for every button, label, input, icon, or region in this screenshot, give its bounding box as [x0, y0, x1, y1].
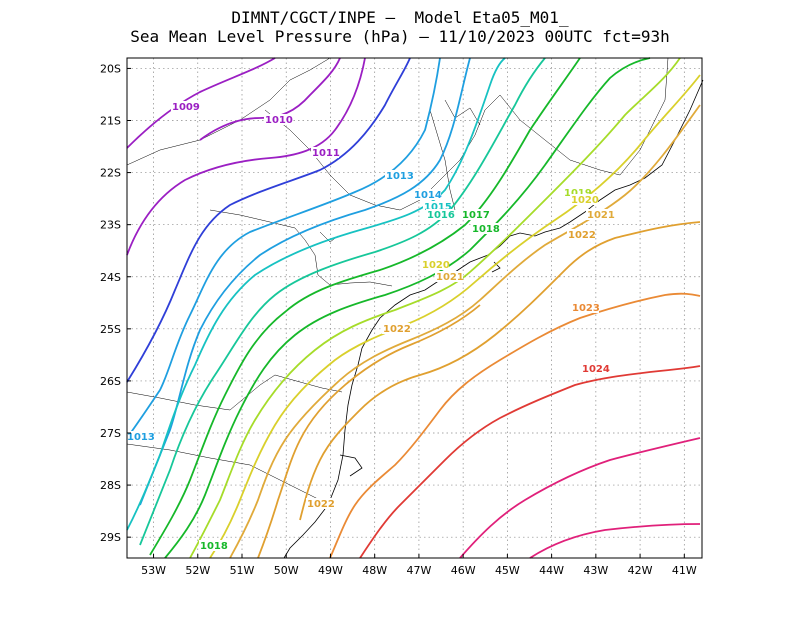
contour-label: 1023	[572, 303, 600, 314]
x-tick-label: 42W	[628, 564, 653, 577]
contour-label: 1020	[422, 260, 450, 271]
contour-label-bg	[570, 194, 598, 205]
contour-label: 1015	[424, 202, 452, 213]
y-tick-label: 26S	[100, 375, 121, 388]
contour-label-bg	[586, 209, 614, 220]
x-tick-label: 44W	[539, 564, 564, 577]
y-tick-label: 24S	[100, 271, 121, 284]
contour-label: 1013	[127, 432, 155, 443]
contour-label-bg	[385, 170, 413, 181]
contour-label-bg	[382, 323, 410, 334]
contour-label-bg	[423, 201, 451, 212]
x-tick-label: 53W	[141, 564, 166, 577]
map-frame	[126, 57, 703, 559]
contour-label-bg	[567, 229, 595, 240]
x-tick-label: 41W	[672, 564, 697, 577]
contour-label-bg	[126, 431, 154, 442]
contour-label: 1022	[383, 324, 411, 335]
contour-label-bg	[471, 223, 499, 234]
lat-lon-grid	[127, 58, 702, 558]
contour-label-bg	[461, 209, 489, 220]
contour-label-bg	[171, 101, 199, 112]
chart-title-line2: Sea Mean Level Pressure (hPa) – 11/10/20…	[130, 27, 670, 46]
contour-label: 1022	[568, 230, 596, 241]
x-tick-label: 48W	[362, 564, 387, 577]
contour-label: 1014	[414, 190, 442, 201]
contour-label-bg	[571, 302, 599, 313]
contour-label-bg	[426, 209, 454, 220]
y-tick-label: 23S	[100, 219, 121, 232]
contour-label: 1021	[587, 210, 615, 221]
x-tick-label: 51W	[230, 564, 255, 577]
axis-tick-labels: 53W 52W 51W 50W 49W 48W 47W 46W 45W 44W 43W 42W 41W 2…	[100, 62, 697, 577]
contours	[126, 57, 701, 559]
contour-label-bg	[264, 114, 292, 125]
contour-label: 1009	[172, 102, 200, 113]
contour-label-bg	[435, 271, 463, 282]
contour-label-bg	[421, 259, 449, 270]
contour-label-bg	[581, 363, 609, 374]
chart-title-line1: DIMNT/CGCT/INPE – Model Eta05_M01_	[231, 8, 569, 27]
x-tick-label: 47W	[406, 564, 431, 577]
contour-label: 1024	[582, 364, 610, 375]
x-tick-label: 50W	[274, 564, 299, 577]
y-tick-label: 27S	[100, 427, 121, 440]
contour-label: 1011	[312, 148, 340, 159]
contour-label: 1018	[200, 541, 228, 552]
x-tick-label: 46W	[451, 564, 476, 577]
y-tick-label: 29S	[100, 531, 121, 544]
y-tick-label: 21S	[100, 115, 121, 128]
y-tick-label: 25S	[100, 323, 121, 336]
x-tick-label: 49W	[318, 564, 343, 577]
contour-label: 1021	[436, 272, 464, 283]
y-tick-label: 22S	[100, 167, 121, 180]
contour-label: 1018	[472, 224, 500, 235]
contour-label-bg	[306, 498, 334, 509]
x-tick-label: 52W	[185, 564, 210, 577]
contour-label-bg	[311, 147, 339, 158]
contour-label: 1017	[462, 210, 490, 221]
contour-label-bg	[199, 540, 227, 551]
x-tick-label: 43W	[583, 564, 608, 577]
contour-label: 1010	[265, 115, 293, 126]
contour-label: 1020	[571, 195, 599, 206]
contour-label: 1013	[386, 171, 414, 182]
contour-label-bg	[413, 189, 441, 200]
y-tick-label: 28S	[100, 479, 121, 492]
contour-label: 1022	[307, 499, 335, 510]
x-tick-label: 45W	[495, 564, 520, 577]
y-tick-label: 20S	[100, 62, 121, 75]
contour-label: 1019	[564, 188, 592, 199]
contour-label-bg	[563, 187, 591, 198]
contour-label: 1016	[427, 210, 455, 221]
